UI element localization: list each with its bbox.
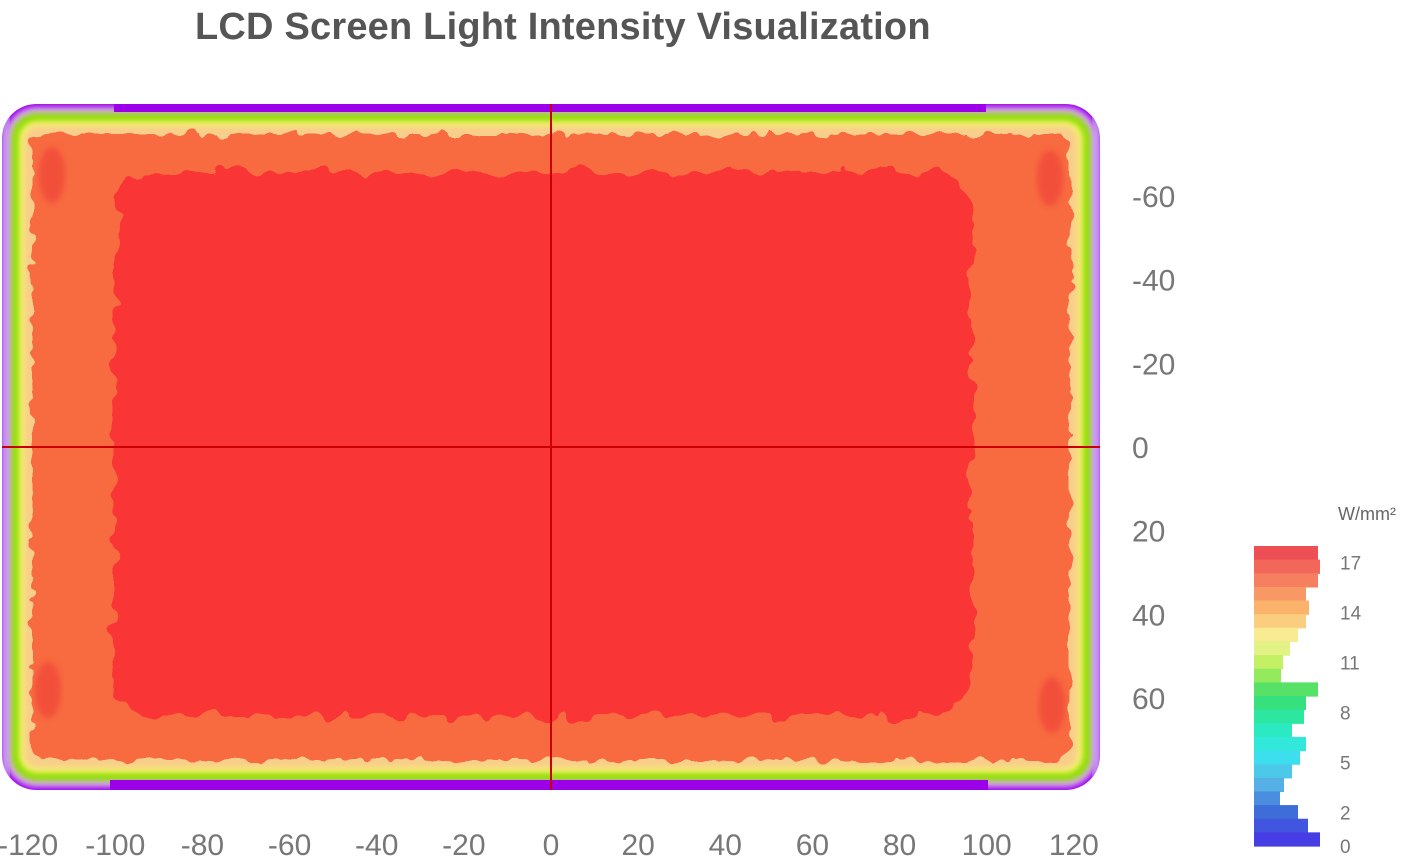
- x-tick-label: 80: [883, 829, 916, 862]
- colorbar-segment: [1254, 546, 1318, 561]
- x-tick-label: -40: [355, 829, 398, 862]
- chart-title: LCD Screen Light Intensity Visualization: [195, 6, 931, 48]
- corner-hotspot: [39, 147, 65, 203]
- y-tick-label: 40: [1132, 599, 1165, 632]
- colorbar-segment: [1254, 791, 1280, 806]
- x-tick-label: 0: [543, 829, 560, 862]
- colorbar-segment: [1254, 805, 1298, 820]
- colorbar-segment: [1254, 832, 1320, 847]
- x-axis: -120 -100 -80 -60 -40 -20 0 20 40 60 80 100 120: [0, 829, 1099, 862]
- colorbar-segment: [1254, 614, 1306, 629]
- colorbar-tick-label: 0: [1340, 837, 1351, 858]
- colorbar-segment: [1254, 750, 1300, 765]
- colorbar-segment: [1254, 641, 1290, 656]
- colorbar-segment: [1254, 655, 1283, 670]
- x-tick-label: -20: [442, 829, 485, 862]
- colorbar-tick-label: 11: [1340, 654, 1360, 675]
- colorbar-segment: [1254, 559, 1320, 574]
- x-tick-label: -100: [85, 829, 145, 862]
- colorbar-segment: [1254, 668, 1281, 683]
- zone-outer-edge-bottom: [110, 780, 988, 790]
- colorbar-tick-label: 8: [1340, 704, 1351, 725]
- colorbar-segment: [1254, 600, 1309, 615]
- x-tick-label: -60: [268, 829, 311, 862]
- colorbar-segment: [1254, 818, 1308, 833]
- y-tick-label: -20: [1132, 348, 1175, 381]
- x-tick-label: 40: [709, 829, 742, 862]
- colorbar-unit-label: W/mm²: [1338, 504, 1396, 524]
- colorbar-segment: [1254, 682, 1318, 697]
- colorbar-tick-label: 14: [1340, 604, 1362, 625]
- colorbar-tick-label: 17: [1340, 554, 1361, 575]
- y-tick-label: 20: [1132, 516, 1165, 549]
- x-tick-label: 100: [962, 829, 1012, 862]
- y-tick-label: -40: [1132, 265, 1175, 298]
- colorbar-segment: [1254, 764, 1292, 779]
- y-axis: -60 -40 -20 0 20 40 60: [1132, 181, 1175, 716]
- colorbar-tick-label: 2: [1340, 804, 1351, 825]
- colorbar-segment: [1254, 573, 1318, 588]
- colorbar-tick-label: 5: [1340, 754, 1351, 775]
- colorbar-segment: [1254, 736, 1306, 752]
- x-tick-label: 60: [796, 829, 829, 862]
- colorbar-segment: [1254, 696, 1306, 711]
- x-tick-label: 120: [1049, 829, 1099, 862]
- x-tick-label: -80: [181, 829, 224, 862]
- heatmap-plot-area: [2, 104, 1100, 790]
- y-tick-label: 60: [1132, 683, 1165, 716]
- colorbar-segment: [1254, 586, 1306, 602]
- y-tick-label: 0: [1132, 432, 1149, 465]
- colorbar-segment: [1254, 777, 1284, 793]
- colorbar: 17 14 11 8 5 2 0: [1254, 546, 1362, 858]
- colorbar-segment: [1254, 627, 1298, 643]
- y-tick-label: -60: [1132, 181, 1175, 214]
- x-tick-label: -120: [0, 829, 58, 862]
- crosshair: [2, 104, 1100, 790]
- corner-hotspot: [1039, 677, 1065, 733]
- corner-hotspot: [35, 662, 61, 718]
- colorbar-segment: [1254, 709, 1304, 724]
- colorbar-segment: [1254, 723, 1292, 738]
- corner-hotspot: [1037, 150, 1063, 206]
- zone-red-center: [114, 172, 972, 716]
- x-tick-label: 20: [621, 829, 654, 862]
